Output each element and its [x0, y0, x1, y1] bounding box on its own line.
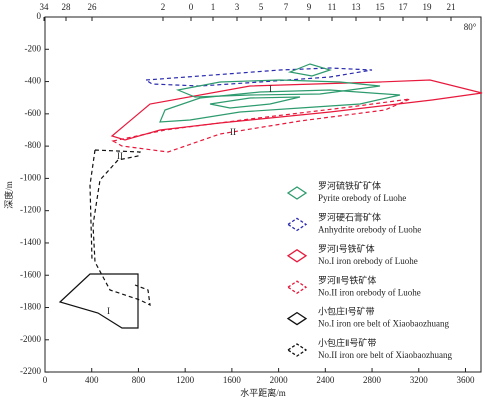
legend-label: 罗河硬石膏矿体: [318, 211, 381, 222]
plot-frame: [44, 16, 482, 373]
x-tick-label: 3200: [410, 375, 429, 385]
top-tick-label: 9: [307, 2, 312, 12]
x-tick-label: 800: [132, 375, 146, 385]
legend-label: 小包庄Ⅰ号矿带: [318, 306, 375, 317]
legend-symbol: [286, 186, 308, 200]
orebodies: [58, 63, 483, 329]
top-tick-label: 0: [189, 2, 194, 12]
x-tick-label: 1600: [223, 375, 242, 385]
orebody: [110, 79, 483, 141]
shape-label: I: [107, 306, 110, 316]
top-tick-label: 26: [88, 2, 98, 12]
legend-label: No.II iron ore belt of Xiaobaozhuang: [318, 350, 452, 360]
legend-label: 罗河Ⅱ号铁矿体: [318, 274, 376, 285]
top-tick-label: 5: [259, 2, 264, 12]
y-tick-label: -1600: [20, 269, 41, 279]
top-tick-label: 17: [399, 2, 409, 12]
legend-label: Pyrite orebody of Luohe: [318, 193, 406, 203]
legend-symbol: [286, 280, 308, 294]
orebody: [287, 63, 332, 77]
legend-label: No.II iron orebody of Luohe: [318, 287, 421, 297]
shape-label: I: [269, 84, 272, 94]
x-tick-label: 0: [43, 375, 48, 385]
orebody: [209, 96, 301, 109]
x-tick-label: 400: [85, 375, 99, 385]
orebody: [89, 149, 151, 307]
shape-label: II: [230, 127, 236, 137]
legend-label: No.I iron ore belt of Xiaobaozhuang: [318, 319, 449, 329]
legend-label: Anhydrite orebody of Luohe: [318, 224, 421, 234]
x-axis-label: 水平距离/m: [240, 387, 286, 398]
y-axis-label: 深度/m: [3, 181, 14, 209]
orebody: [58, 273, 139, 329]
legend-symbol: [286, 311, 308, 326]
top-tick-label: 11: [328, 2, 337, 12]
top-tick-label: 19: [423, 2, 433, 12]
y-tick-label: -400: [25, 76, 42, 86]
x-tick-label: 2800: [363, 375, 382, 385]
x-tick-label: 1200: [176, 375, 195, 385]
legend-symbol: [286, 217, 308, 232]
top-tick-label: 13: [352, 2, 362, 12]
orebody: [175, 79, 381, 98]
orebody: [159, 89, 401, 123]
top-tick-label: 3: [235, 2, 240, 12]
top-tick-label: 15: [376, 2, 386, 12]
y-tick-label: -1200: [20, 205, 41, 215]
y-tick-label: -1400: [20, 237, 41, 247]
y-tick-label: -800: [25, 140, 42, 150]
legend-symbol: [286, 343, 308, 357]
legend-label: 小包庄Ⅱ号矿带: [318, 337, 376, 348]
top-tick-label: 28: [62, 2, 72, 12]
legend-label: No.I iron orebody of Luohe: [318, 256, 418, 266]
y-tick-label: 0: [37, 11, 42, 21]
top-tick-label: 2: [161, 2, 166, 12]
y-tick-label: -200: [25, 43, 42, 53]
y-tick-label: -1000: [20, 172, 41, 182]
y-tick-label: -2200: [20, 366, 41, 376]
x-tick-label: 2000: [270, 375, 289, 385]
orebody: [144, 67, 373, 87]
angle-label: 80°: [464, 22, 477, 32]
legend-symbol: [286, 249, 308, 263]
legend-label: 罗河Ⅰ号铁矿体: [318, 243, 375, 254]
legend-label: 罗河硫铁矿矿体: [318, 180, 381, 191]
y-tick-label: -2000: [20, 334, 41, 344]
top-tick-label: 7: [284, 2, 289, 12]
orebody: [111, 98, 411, 153]
x-tick-label: 3600: [456, 375, 475, 385]
x-tick-label: 2400: [316, 375, 335, 385]
top-tick-label: 21: [447, 2, 456, 12]
top-tick-label: 1: [211, 2, 216, 12]
y-tick-label: -600: [25, 108, 42, 118]
top-tick-label: 34: [40, 2, 50, 12]
shape-label: II: [117, 151, 123, 161]
y-tick-label: -1800: [20, 302, 41, 312]
